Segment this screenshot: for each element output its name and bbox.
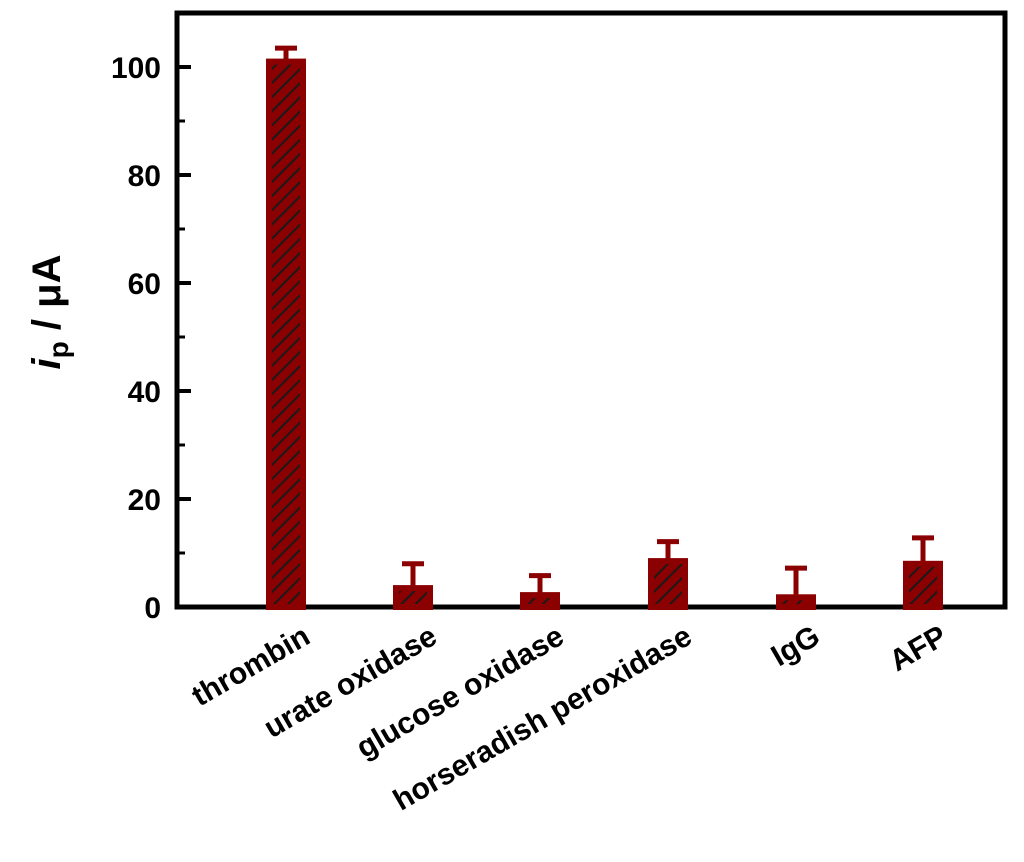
y-axis-label-symbol: i xyxy=(25,357,69,369)
y-axis-label: ip / μA xyxy=(25,255,74,370)
bar xyxy=(520,592,560,610)
bar xyxy=(393,585,433,610)
y-tick-label: 60 xyxy=(128,268,161,301)
y-tick-label: 40 xyxy=(128,376,161,409)
plot-frame xyxy=(174,10,1008,610)
bar xyxy=(776,594,816,611)
bar xyxy=(266,58,306,611)
y-tick-label: 0 xyxy=(144,592,161,625)
y-tick-label: 100 xyxy=(111,52,161,85)
x-tick-label: glucose oxidase xyxy=(351,619,570,764)
bar xyxy=(903,560,943,610)
y-axis-label-subscript: p xyxy=(43,341,74,358)
y-axis-label-unit: / μA xyxy=(25,255,69,342)
y-tick-label: 20 xyxy=(128,484,161,517)
x-tick-label: AFP xyxy=(884,619,952,678)
y-tick-label: 80 xyxy=(128,160,161,193)
x-tick-label: IgG xyxy=(766,619,826,673)
bar xyxy=(648,558,688,610)
